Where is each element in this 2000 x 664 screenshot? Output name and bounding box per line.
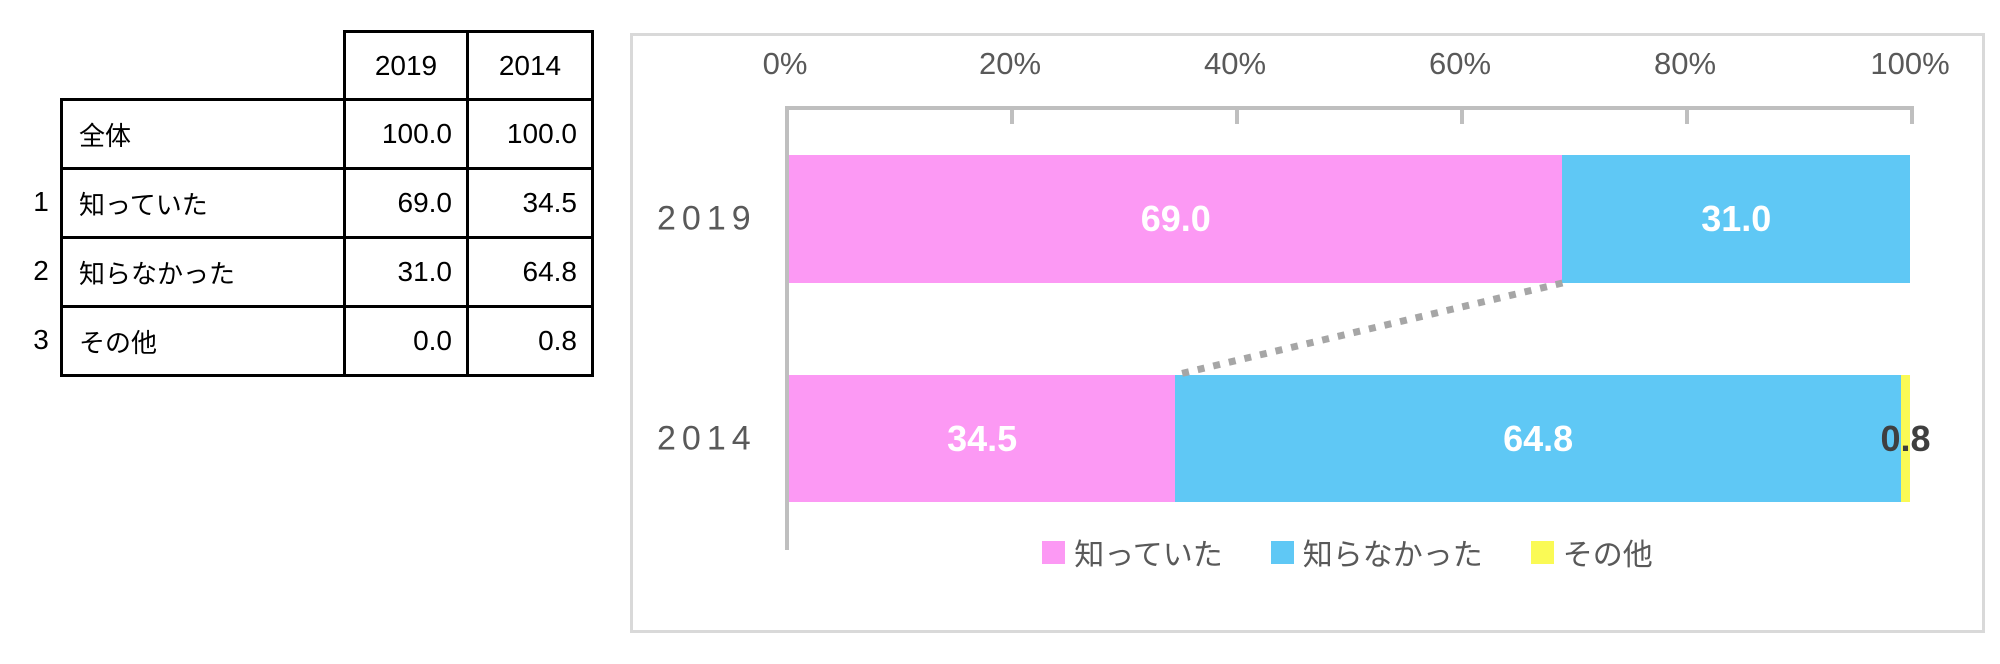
row-label: 知らなかった [60,236,346,308]
bar-value-label: 0.8 [1880,417,1931,459]
bar-value-label: 64.8 [1503,417,1574,459]
axis-tick-label: 80% [1653,46,1717,81]
legend-item: 知らなかった [1270,530,1483,574]
cell-value: 100.0 [343,98,469,170]
axis-tick-label: 20% [978,46,1042,81]
bar-segment: 34.5 [789,375,1176,502]
axis-tick-mark [1235,110,1239,124]
cell-value: 31.0 [343,236,469,308]
legend-swatch [1042,540,1066,564]
bar-segment: 64.8 [1175,375,1902,502]
cell-value: 64.8 [466,236,594,308]
stacked-bar: 34.5 64.8 [789,375,1910,502]
row-number: 1 [33,185,49,217]
row-label: 全体 [60,98,346,170]
axis-tick-mark [1010,110,1014,124]
axis-tick-mark [1910,110,1914,124]
bar-value-label: 69.0 [1140,198,1211,239]
cell-value: 34.5 [466,167,594,239]
data-table: 2019 2014 全体 100.0 100.0 知っていた 69.0 34.5 知らなかった 3… [60,30,594,377]
axis-tick-label: 100% [1870,46,1950,81]
cell-value: 69.0 [343,167,469,239]
table-corner-blank [62,32,345,100]
row-number: 3 [33,323,49,355]
row-label: その他 [60,305,346,377]
axis-vertical-line [785,106,789,550]
axis-tick-label: 0% [762,46,808,81]
category-label: 2019 [657,199,757,238]
table-row-numbers: 1 2 3 [22,30,60,374]
axis-tick-mark [1460,110,1464,124]
table-row: その他 0.0 0.8 [60,305,594,377]
cell-value: 100.0 [466,98,594,170]
legend-item: その他 [1530,530,1653,574]
bar-value-label: 31.0 [1701,198,1772,239]
axis-tick-label: 40% [1203,46,1267,81]
axis-tick-mark [1685,110,1689,124]
row-number [22,98,60,167]
row-number: 2 [33,254,49,286]
cell-value: 0.8 [466,305,594,377]
bar-segment: 31.0 [1562,155,1910,283]
row-label: 知っていた [60,167,346,239]
category-label: 2014 [657,419,757,457]
legend-swatch [1270,540,1294,564]
bar-value-label: 34.5 [947,417,1018,459]
column-header: 2014 [466,30,594,101]
data-table-body: 2019 2014 全体 100.0 100.0 知っていた 69.0 34.5 知らなかった 3… [60,30,594,377]
legend-label: その他 [1562,539,1653,572]
bar-segment [1901,375,1910,502]
axis-line [785,106,1914,110]
legend-item: 知っていた [1042,530,1223,574]
table-row: 知らなかった 31.0 64.8 [60,236,594,308]
table-row: 知っていた 69.0 34.5 [60,167,594,239]
column-header: 2019 [343,30,469,101]
stacked-bar: 69.0 31.0 [789,155,1910,283]
cell-value: 0.0 [343,305,469,377]
legend-swatch [1530,540,1554,564]
chart-legend: 知っていた 知らなかった その他 [785,532,1910,572]
axis-tick-label: 60% [1428,46,1492,81]
legend-label: 知っていた [1074,539,1223,572]
table-row: 全体 100.0 100.0 [60,98,594,170]
chart-panel: 0% 20% 40% 60% 80% 100% 2019 69.0 31.0 2014 0.8 34… [630,33,1985,633]
bar-segment: 69.0 [789,155,1563,283]
legend-label: 知らなかった [1302,539,1483,572]
connector-line [1174,279,1564,379]
table-header-row: 2019 2014 [62,30,594,101]
